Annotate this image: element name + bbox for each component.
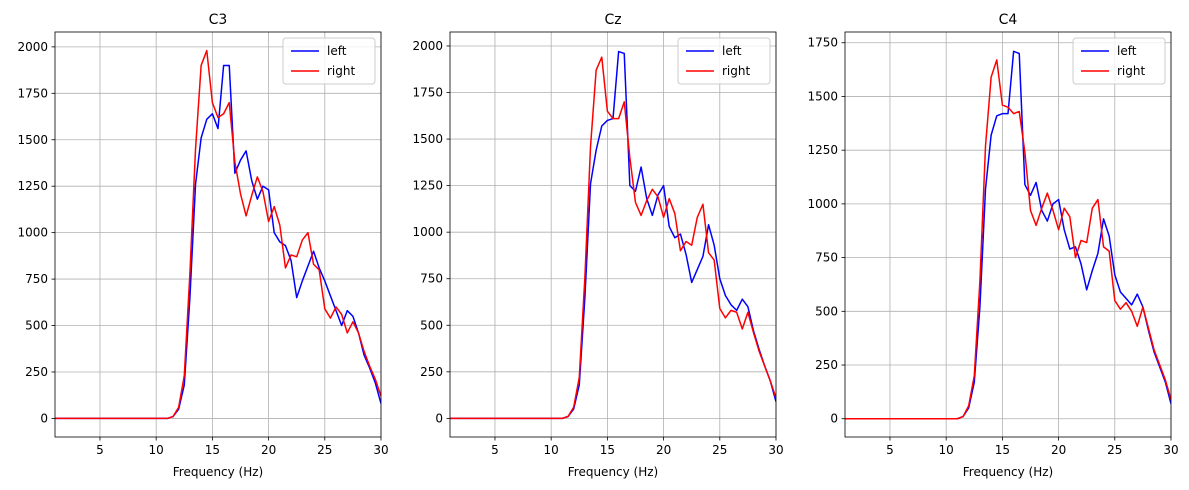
plot-frame (449, 31, 777, 438)
legend: left right (282, 37, 376, 85)
y-tick-label: 1750 (17, 86, 48, 100)
x-tick-label: 15 (600, 443, 615, 457)
y-tick-label: 1000 (807, 197, 838, 211)
chart-c3: 5 10 15 20 25 30 0 250 500 750 1000 1250 1500 1750 200… (17, 12, 388, 479)
legend: left right (677, 37, 771, 85)
series-line-right (55, 49, 381, 420)
x-tick-label: 15 (205, 443, 220, 457)
y-tick-label: 250 (25, 365, 48, 379)
legend: left right (1072, 37, 1166, 85)
legend-box (677, 37, 771, 85)
x-tick-label: 5 (491, 443, 499, 457)
y-tick-label: 500 (815, 304, 838, 318)
y-tick-label: 0 (830, 412, 838, 426)
series-line-left (55, 64, 381, 420)
plot-frame (844, 31, 1172, 438)
x-tick-label: 25 (317, 443, 332, 457)
x-tick-label: 30 (373, 443, 388, 457)
series-line-right (845, 59, 1171, 420)
series-line-left (450, 50, 776, 420)
legend-label-left: left (722, 44, 742, 58)
legend-label-right: right (1117, 64, 1145, 78)
x-tick-label: 25 (712, 443, 727, 457)
legend-label-right: right (327, 64, 355, 78)
y-tick-label: 500 (25, 319, 48, 333)
x-tick-label: 10 (939, 443, 954, 457)
x-tick-label: 25 (1107, 443, 1122, 457)
y-tick-label: 750 (25, 272, 48, 286)
x-tick-label: 30 (768, 443, 783, 457)
y-tick-label: 1750 (412, 86, 443, 100)
y-tick-label: 250 (815, 358, 838, 372)
x-axis-label: Frequency (Hz) (568, 465, 659, 479)
legend-label-right: right (722, 64, 750, 78)
x-tick-label: 5 (96, 443, 104, 457)
y-tick-label: 0 (40, 411, 48, 425)
y-tick-label: 1500 (412, 132, 443, 146)
x-tick-label: 5 (886, 443, 894, 457)
y-tick-label: 1000 (412, 225, 443, 239)
y-tick-label: 1000 (17, 226, 48, 240)
y-tick-label: 750 (815, 251, 838, 265)
chart-title: Cz (604, 12, 621, 28)
chart-cz: 5 10 15 20 25 30 0 250 500 750 1000 1250 1500 1750 200… (412, 12, 783, 479)
y-tick-label: 1250 (807, 143, 838, 157)
chart-title: C3 (209, 12, 228, 28)
series-line-right (450, 56, 776, 420)
chart-title: C4 (999, 12, 1018, 28)
y-tick-label: 1250 (17, 179, 48, 193)
x-tick-label: 20 (656, 443, 671, 457)
x-axis-label: Frequency (Hz) (963, 465, 1054, 479)
x-tick-label: 30 (1163, 443, 1178, 457)
y-tick-label: 250 (420, 365, 443, 379)
legend-box (282, 37, 376, 85)
y-tick-label: 1250 (412, 179, 443, 193)
chart-c4: 5 10 15 20 25 30 0 250 500 750 1000 1250 1500 1750 C4 F… (807, 12, 1178, 479)
y-tick-label: 2000 (412, 39, 443, 53)
x-tick-label: 20 (261, 443, 276, 457)
legend-label-left: left (327, 44, 347, 58)
legend-box (1072, 37, 1166, 85)
y-tick-label: 500 (420, 318, 443, 332)
y-tick-label: 0 (435, 411, 443, 425)
y-tick-label: 750 (420, 272, 443, 286)
legend-label-left: left (1117, 44, 1137, 58)
y-tick-label: 1500 (807, 89, 838, 103)
x-tick-label: 20 (1051, 443, 1066, 457)
x-axis-label: Frequency (Hz) (173, 465, 264, 479)
plot-frame (54, 31, 382, 438)
x-tick-label: 15 (995, 443, 1010, 457)
x-tick-label: 10 (149, 443, 164, 457)
y-tick-label: 2000 (17, 40, 48, 54)
y-tick-label: 1500 (17, 133, 48, 147)
x-tick-label: 10 (544, 443, 559, 457)
y-tick-label: 1750 (807, 36, 838, 50)
